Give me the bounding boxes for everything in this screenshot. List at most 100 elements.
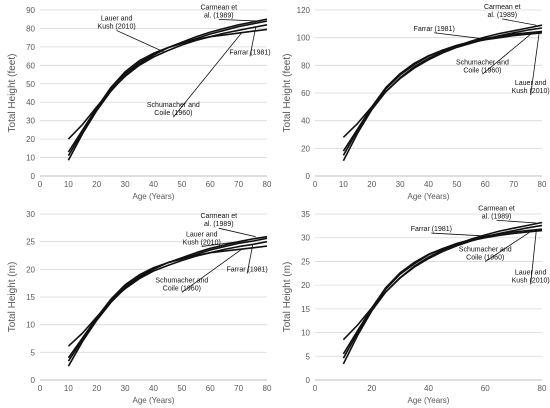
series-line-3	[67, 245, 268, 359]
x-axis-title: Age (Years)	[133, 192, 175, 201]
y-axis-title: Total Height (feet)	[282, 54, 293, 133]
y-tick-label: 70	[26, 43, 35, 52]
annotation-label: Schumacher and Coile (1960)	[459, 247, 512, 262]
y-axis-title: Total Height (m)	[282, 262, 293, 333]
x-tick-label: 10	[64, 180, 73, 189]
y-tick-label: 5	[31, 348, 36, 357]
annotation-label: Lauer and Kush (2010)	[183, 231, 221, 246]
annotation-leader	[116, 30, 166, 53]
y-tick-label: 20	[26, 265, 35, 274]
annotation-label: Carmean et al. (1989)	[484, 4, 521, 19]
annotation-leader	[482, 33, 531, 75]
y-tick-label: 5	[306, 352, 311, 361]
y-tick-label: 20	[26, 135, 35, 144]
annotation-leader	[249, 27, 257, 57]
chart-panel-meters-1: 0 5 10 15 20 25 30 0 10 20 30 40 50 60 70 80 Age (Years)…	[0, 204, 275, 408]
y-tick-label: 40	[26, 98, 35, 107]
x-axis-title: Age (Years)	[408, 192, 450, 201]
x-tick-label: 0	[313, 384, 318, 393]
y-tick-label: 25	[26, 238, 35, 247]
series-line-3	[342, 229, 543, 355]
x-tick-label: 0	[313, 180, 318, 189]
y-tick-label: 30	[26, 117, 35, 126]
x-axis-title: Age (Years)	[408, 396, 450, 405]
y-tick-label: 0	[31, 172, 36, 181]
series-line-3	[67, 28, 268, 153]
x-tick-label: 0	[38, 384, 43, 393]
y-tick-label: 35	[301, 210, 310, 219]
y-tick-label: 60	[26, 61, 35, 70]
annotation-label: Lauer and Kush (2010)	[512, 80, 550, 95]
annotation-label: Farrar (1981)	[229, 49, 270, 56]
x-tick-label: 70	[509, 180, 518, 189]
x-tick-label: 60	[206, 384, 215, 393]
annotation-label: Lauer and Kush (2010)	[98, 15, 136, 30]
y-tick-label: 0	[306, 376, 311, 385]
x-tick-label: 60	[481, 384, 490, 393]
x-tick-label: 80	[263, 180, 272, 189]
y-tick-label: 0	[306, 172, 311, 181]
x-axis-title: Age (Years)	[133, 396, 175, 405]
series-line-4	[67, 24, 268, 140]
annotation-label: Schumacher and Coile (1960)	[147, 102, 200, 117]
x-tick-label: 40	[424, 384, 433, 393]
annotation-label: Carmean et al. (1989)	[200, 4, 237, 19]
y-tick-label: 60	[301, 89, 310, 98]
x-tick-label: 20	[367, 180, 376, 189]
y-tick-label: 10	[301, 329, 310, 338]
series-line-4	[67, 240, 268, 347]
x-tick-label: 80	[263, 384, 272, 393]
y-tick-label: 80	[26, 24, 35, 33]
x-tick-label: 30	[121, 384, 130, 393]
x-tick-label: 40	[149, 180, 158, 189]
x-tick-label: 80	[538, 384, 547, 393]
annotation-leader	[530, 32, 540, 96]
annotation-leader	[496, 219, 537, 224]
series-line-4	[342, 27, 543, 138]
x-tick-label: 10	[64, 384, 73, 393]
annotation-leader	[434, 32, 486, 40]
chart-panel-feet-2: 0 20 40 60 80 100 120 0 10 20 30 40 50 60 70 80 Age (Yea…	[275, 0, 550, 204]
annotation-leader	[485, 231, 531, 262]
y-tick-label: 10	[26, 321, 35, 330]
chart-svg: 0 5 10 15 20 25 30 35 0 20 40 60 80 Age (Years) Total …	[282, 205, 550, 405]
y-tick-label: 50	[26, 80, 35, 89]
x-tick-label: 40	[424, 180, 433, 189]
annotation-leader	[201, 240, 248, 247]
y-tick-label: 20	[301, 144, 310, 153]
x-tick-label: 80	[538, 180, 547, 189]
y-tick-label: 15	[26, 293, 35, 302]
annotation-label: Schumacher and Coile (1960)	[456, 59, 509, 74]
x-tick-label: 20	[92, 384, 101, 393]
series-line-4	[342, 224, 543, 341]
annotation-label: Carmean et al. (1989)	[200, 213, 237, 228]
annotation-label: Farrar (1981)	[227, 267, 268, 274]
y-tick-label: 80	[301, 61, 310, 70]
annotation-leader	[431, 232, 491, 237]
y-tick-label: 0	[31, 376, 36, 385]
y-tick-label: 40	[301, 117, 310, 126]
y-tick-label: 25	[301, 257, 310, 266]
x-tick-label: 60	[206, 180, 215, 189]
chart-svg: 0 20 40 60 80 100 120 0 10 20 30 40 50 60 70 80 Age (Yea…	[282, 4, 550, 201]
x-tick-label: 30	[396, 180, 405, 189]
y-tick-label: 30	[301, 234, 310, 243]
x-tick-label: 10	[339, 180, 348, 189]
annotation-leader	[218, 227, 256, 238]
x-tick-label: 30	[121, 180, 130, 189]
series-line-3	[342, 32, 543, 152]
x-tick-label: 20	[92, 180, 101, 189]
y-axis-title: Total Height (m)	[7, 262, 18, 333]
annotation-label: Schumacher and Coile (1960)	[155, 277, 208, 292]
chart-panel-feet-1: 0 10 20 30 40 50 60 70 80 90 0 10 20 30 40 50 60 70 80 Age …	[0, 0, 275, 204]
x-tick-label: 40	[149, 384, 158, 393]
chart-svg: 0 10 20 30 40 50 60 70 80 90 0 10 20 30 40 50 60 70 80 Age …	[7, 4, 272, 201]
x-tick-label: 70	[234, 384, 243, 393]
x-tick-label: 50	[452, 180, 461, 189]
annotation-label: Carmean et al. (1989)	[478, 205, 515, 220]
series-line-1	[342, 221, 543, 365]
y-axis-title: Total Height (feet)	[7, 54, 18, 133]
chart-svg: 0 5 10 15 20 25 30 0 10 20 30 40 50 60 70 80 Age (Years)…	[7, 210, 272, 405]
x-tick-label: 0	[38, 180, 43, 189]
